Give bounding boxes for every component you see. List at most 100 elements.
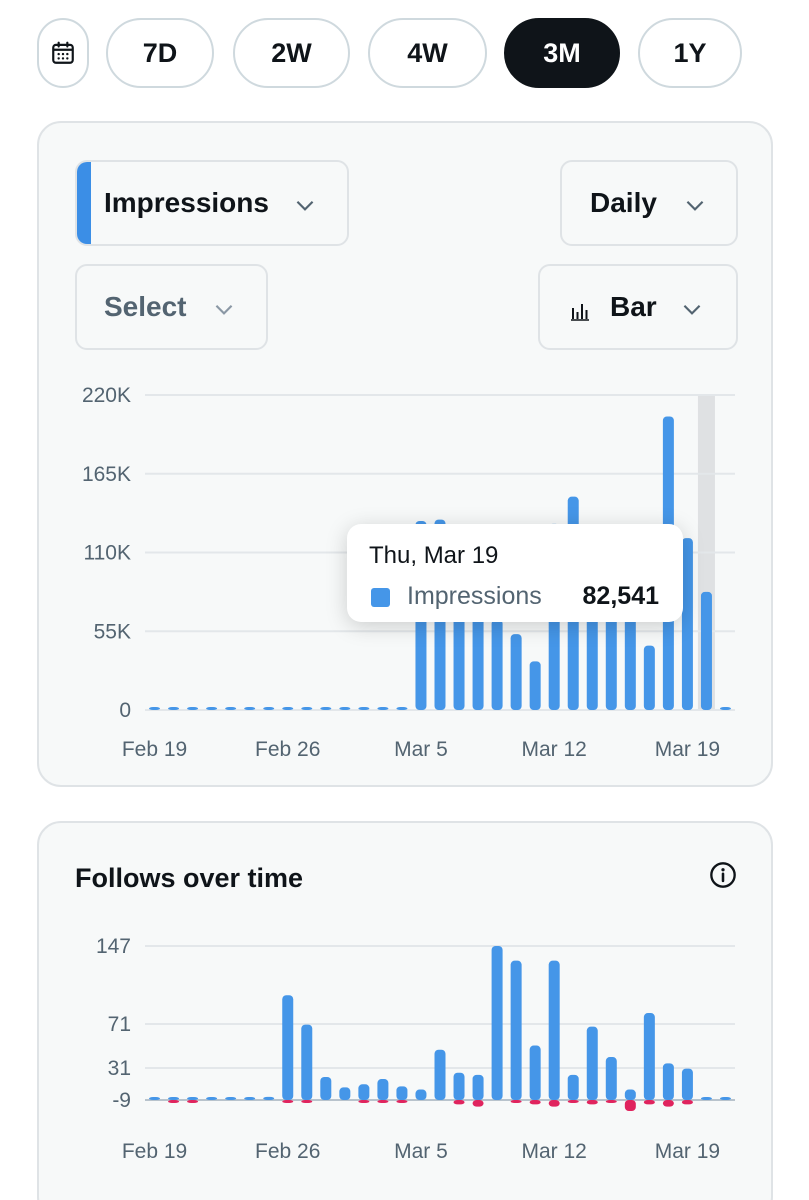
follows-bar [263, 1096, 275, 1100]
tooltip-value: 82,541 [582, 582, 659, 610]
unfollows-bar [472, 1100, 484, 1107]
follows-bar [605, 1057, 617, 1100]
impressions-bar [643, 645, 655, 710]
x-tick-label: Mar 12 [522, 738, 587, 761]
follows-bar [225, 1097, 237, 1100]
range-1y-button[interactable]: 1Y [638, 18, 742, 88]
impressions-bar [396, 707, 408, 710]
impressions-bar [510, 634, 522, 710]
follows-bar [415, 1089, 427, 1100]
metric-dropdown[interactable]: Impressions [75, 160, 349, 246]
impressions-bar [624, 618, 636, 710]
y-tick-label: 220K [82, 384, 131, 407]
follows-bar [434, 1049, 446, 1100]
unfollows-bar [510, 1100, 522, 1103]
calendar-icon [52, 41, 74, 64]
follows-bar [187, 1097, 199, 1100]
impressions-bar [700, 591, 712, 710]
impressions-bar [472, 606, 484, 710]
impressions-bar [168, 707, 180, 710]
x-tick-label: Feb 19 [122, 1140, 187, 1163]
metric-accent [77, 162, 91, 244]
unfollows-bar [586, 1100, 598, 1105]
impressions-bar [282, 707, 294, 710]
follows-bar [377, 1079, 389, 1100]
y-tick-label: 147 [96, 935, 131, 958]
chevron-down-icon [683, 304, 701, 315]
unfollows-bar [529, 1100, 541, 1105]
y-tick-label: 0 [119, 699, 131, 722]
interval-dropdown-label: Daily [590, 187, 657, 218]
unfollows-bar [301, 1100, 313, 1103]
x-tick-label: Feb 26 [255, 1140, 320, 1163]
follows-bar [320, 1076, 332, 1100]
follows-bar [301, 1024, 313, 1100]
impressions-bar [377, 707, 389, 710]
y-tick-label: 71 [108, 1013, 131, 1036]
metric-dropdown-label: Impressions [104, 187, 269, 218]
y-tick-label: 110K [84, 542, 132, 565]
unfollows-bar [681, 1100, 693, 1105]
range-3m-button[interactable]: 3M [504, 18, 620, 88]
follows-bar [491, 946, 503, 1100]
unfollows-bar [377, 1100, 389, 1103]
impressions-bar [491, 619, 503, 710]
info-icon[interactable] [709, 861, 737, 889]
follows-bar [681, 1068, 693, 1100]
impressions-bar [358, 707, 370, 710]
impressions-bar [339, 707, 351, 710]
unfollows-bar [187, 1100, 199, 1103]
x-tick-label: Mar 5 [394, 1140, 448, 1163]
x-tick-label: Mar 12 [522, 1140, 587, 1163]
chevron-down-icon [686, 200, 704, 211]
unfollows-bar [548, 1100, 560, 1107]
chart-type-dropdown[interactable]: Bar [538, 264, 738, 350]
x-tick-label: Feb 26 [255, 738, 320, 761]
interval-dropdown[interactable]: Daily [560, 160, 738, 246]
follows-bar [168, 1097, 180, 1100]
follows-bar [719, 1097, 731, 1100]
range-7d-button[interactable]: 7D [106, 18, 214, 88]
impressions-bar [719, 707, 731, 710]
x-tick-label: Feb 19 [122, 738, 187, 761]
range-4w-button[interactable]: 4W [368, 18, 487, 88]
impressions-bar [301, 707, 313, 710]
impressions-bar [206, 707, 218, 710]
tooltip-swatch [371, 588, 390, 607]
follows-title: Follows over time [75, 863, 304, 893]
unfollows-bar [624, 1100, 636, 1111]
impressions-bar [225, 707, 237, 710]
follows-chart[interactable]: -9 31 71 147 Feb 19 Feb 26 Mar 5 Mar 12 Mar 19 [39, 923, 771, 1173]
impressions-bar [263, 707, 275, 710]
unfollows-bar [168, 1100, 180, 1103]
follows-bar [453, 1072, 465, 1100]
chart-tooltip: Thu, Mar 19 Impressions 82,541 [347, 524, 683, 622]
impressions-card: Impressions Daily Select Bar 0 55K 110K 165… [37, 121, 773, 787]
follows-bar [529, 1045, 541, 1100]
compare-select-dropdown[interactable]: Select [75, 264, 268, 350]
follows-bar [396, 1086, 408, 1100]
follows-bar [282, 995, 294, 1100]
follows-bar [472, 1074, 484, 1100]
follows-bar [624, 1089, 636, 1100]
calendar-button[interactable] [37, 18, 89, 88]
follows-bar [662, 1063, 674, 1100]
impressions-bar [681, 538, 693, 710]
range-2w-button[interactable]: 2W [233, 18, 350, 88]
y-tick-label: -9 [112, 1089, 131, 1112]
y-tick-label: 55K [94, 620, 131, 643]
follows-bar [149, 1097, 161, 1100]
follows-bar [567, 1074, 579, 1100]
bar-chart-icon [571, 304, 589, 321]
follows-card: Follows over time -9 31 71 147 Feb 19 Feb 26 M… [37, 821, 773, 1200]
impressions-chart[interactable]: 0 55K 110K 165K 220K Feb 19 Feb 26 Mar 5 Mar 12 M… [39, 373, 771, 783]
impressions-bar [529, 661, 541, 710]
unfollows-bar [605, 1100, 617, 1103]
impressions-bar [187, 707, 199, 710]
x-tick-label: Mar 19 [655, 738, 720, 761]
follows-bar [510, 960, 522, 1100]
follows-bar [700, 1097, 712, 1100]
chevron-down-icon [215, 304, 233, 315]
y-tick-label: 31 [108, 1057, 131, 1080]
follows-bar [643, 1013, 655, 1100]
